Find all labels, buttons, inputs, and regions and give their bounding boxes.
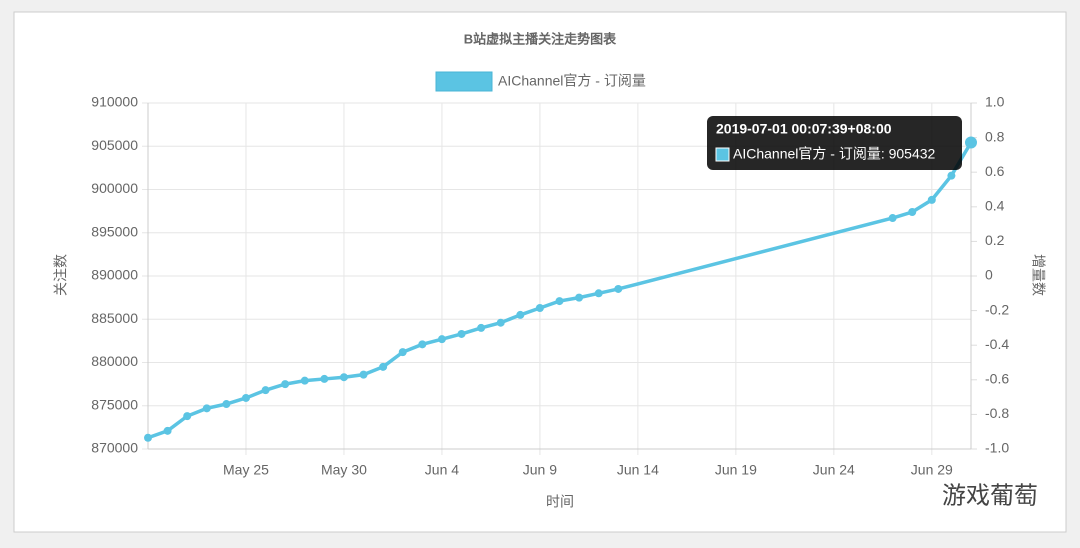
x-tick-label: Jun 29 <box>911 462 953 478</box>
point <box>300 376 309 385</box>
point <box>575 293 584 302</box>
y2-tick-label: 0.2 <box>985 232 1005 248</box>
point <box>927 195 936 204</box>
legend-swatch <box>435 71 493 92</box>
chart-title: B站虚拟主播关注走势图表 <box>464 31 617 46</box>
point <box>183 412 192 421</box>
point <box>418 340 427 349</box>
tooltip-box <box>707 116 962 170</box>
point <box>359 370 368 379</box>
point <box>457 329 466 338</box>
y-tick-label: 895000 <box>91 223 138 239</box>
y2-tick-label: -1.0 <box>985 440 1009 456</box>
y-axis-label: 关注数 <box>53 254 69 296</box>
point <box>281 380 290 389</box>
point <box>535 304 544 313</box>
y-tick-label: 870000 <box>91 440 138 456</box>
y-tick-label: 905000 <box>91 137 138 153</box>
y2-tick-label: 0.8 <box>985 128 1005 144</box>
tooltip-label: AIChannel官方 - 订阅量: 905432 <box>733 146 936 162</box>
point <box>947 171 956 180</box>
y-tick-label: 890000 <box>91 267 138 283</box>
x-tick-label: Jun 24 <box>813 462 855 478</box>
point <box>241 393 250 402</box>
point <box>398 348 407 357</box>
point <box>496 318 505 327</box>
point <box>222 400 231 409</box>
tooltip-title: 2019-07-01 00:07:39+08:00 <box>716 121 892 137</box>
y-tick-label: 875000 <box>91 396 138 412</box>
point <box>477 323 486 332</box>
x-tick-label: Jun 19 <box>715 462 757 478</box>
point <box>555 297 564 306</box>
y-tick-label: 900000 <box>91 180 138 196</box>
y2-tick-label: -0.2 <box>985 301 1009 317</box>
y-tick-label: 885000 <box>91 310 138 326</box>
point <box>163 426 172 435</box>
y-tick-label: 880000 <box>91 353 138 369</box>
tooltip-swatch <box>715 147 730 162</box>
y2-tick-label: 0 <box>985 267 993 283</box>
point <box>965 136 977 149</box>
y2-tick-label: 0.6 <box>985 163 1005 179</box>
x-tick-label: Jun 4 <box>425 462 459 478</box>
point <box>339 373 348 382</box>
point <box>437 335 446 344</box>
point <box>379 362 388 371</box>
point <box>261 386 270 395</box>
y2-tick-label: 0.4 <box>985 198 1005 214</box>
point <box>888 214 897 223</box>
point <box>908 207 917 216</box>
y2-axis-label: 增量数 <box>1030 254 1046 296</box>
point <box>614 284 623 293</box>
point <box>202 404 211 413</box>
y2-tick-label: 1.0 <box>985 94 1005 110</box>
y2-tick-label: -0.6 <box>985 371 1009 387</box>
y-tick-label: 910000 <box>91 94 138 110</box>
point <box>516 310 525 319</box>
x-tick-label: May 25 <box>223 462 269 478</box>
x-tick-label: Jun 9 <box>523 462 557 478</box>
y2-tick-label: -0.8 <box>985 405 1009 421</box>
watermark: 游戏葡萄 <box>942 482 1038 509</box>
x-tick-label: May 30 <box>321 462 367 478</box>
x-axis-label: 时间 <box>546 494 574 510</box>
point <box>594 289 603 298</box>
legend-label: AIChannel官方 - 订阅量 <box>498 73 646 89</box>
y2-tick-label: -0.4 <box>985 336 1009 352</box>
tooltip: 2019-07-01 00:07:39+08:00 AIChannel官方 - 订… <box>707 116 962 170</box>
point <box>144 433 152 442</box>
x-tick-label: Jun 14 <box>617 462 659 478</box>
point <box>320 374 329 383</box>
